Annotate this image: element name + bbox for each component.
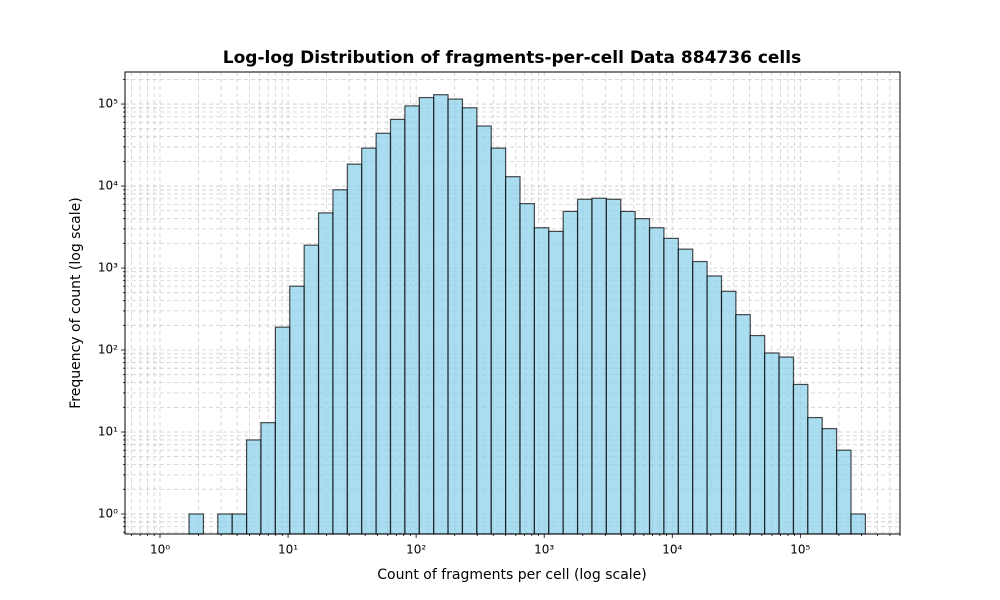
x-tick-label: 10¹ — [278, 543, 298, 557]
bar — [605, 198, 622, 535]
bar — [188, 513, 205, 535]
bar — [461, 107, 478, 535]
bar — [807, 416, 823, 535]
bar — [260, 422, 276, 535]
bar — [778, 356, 795, 535]
bar — [418, 96, 435, 535]
bar — [749, 334, 766, 535]
bar — [634, 218, 651, 535]
bar — [836, 449, 852, 535]
y-tick-label: 10³ — [98, 261, 118, 275]
plot-frame — [124, 71, 901, 535]
bar — [404, 105, 420, 535]
bar — [576, 198, 593, 535]
bar — [677, 248, 694, 535]
x-tick-label: 10⁰ — [150, 543, 170, 557]
bar — [648, 227, 665, 535]
y-axis-label: Frequency of count (log scale) — [68, 197, 84, 408]
bar — [332, 189, 348, 535]
bar — [764, 352, 780, 535]
bar — [231, 513, 248, 535]
y-tick-label: 10² — [98, 343, 118, 357]
bar — [706, 275, 723, 535]
bar — [375, 132, 392, 535]
bar — [217, 513, 233, 535]
x-axis-label: Count of fragments per cell (log scale) — [377, 567, 647, 583]
bar — [303, 244, 320, 535]
bar — [735, 314, 751, 535]
bar — [692, 260, 708, 535]
x-tick-label: 10⁴ — [662, 543, 682, 557]
bar — [533, 227, 550, 535]
bar — [519, 203, 536, 535]
x-tick-label: 10³ — [534, 543, 554, 557]
bar — [548, 230, 564, 535]
bar — [620, 210, 636, 535]
bar — [274, 326, 291, 535]
bar — [505, 176, 521, 535]
bar — [663, 237, 679, 535]
bar — [821, 428, 838, 535]
chart-title: Log-log Distribution of fragments-per-ce… — [223, 48, 801, 68]
bar — [591, 197, 607, 535]
bar — [361, 147, 377, 535]
bar — [346, 163, 363, 535]
bar — [476, 125, 492, 535]
x-tick-label: 10⁵ — [790, 543, 810, 557]
bar — [850, 513, 867, 535]
bar — [389, 118, 406, 535]
bar — [433, 94, 449, 535]
y-tick-label: 10¹ — [98, 424, 118, 438]
y-tick-label: 10⁰ — [98, 506, 118, 520]
bar — [720, 290, 737, 535]
bar — [447, 98, 464, 535]
bar — [289, 285, 305, 535]
bar — [792, 383, 809, 535]
y-tick-label: 10⁵ — [98, 97, 118, 111]
x-tick-label: 10² — [406, 543, 426, 557]
bar — [490, 147, 507, 535]
bar — [246, 439, 262, 535]
bar — [562, 210, 579, 535]
bar — [317, 212, 334, 535]
y-tick-label: 10⁴ — [98, 179, 118, 193]
